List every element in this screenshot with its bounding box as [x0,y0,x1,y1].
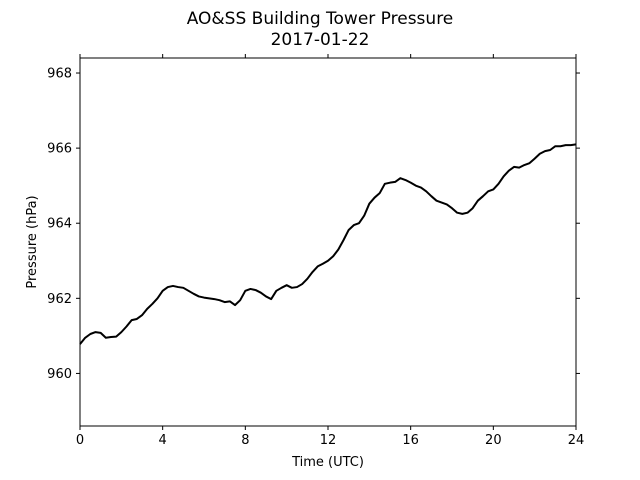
x-tick-label: 0 [76,433,84,448]
y-tick-label: 964 [47,217,72,232]
x-tick-label: 12 [320,433,337,448]
chart-subtitle: 2017-01-22 [271,30,370,50]
x-tick-label: 24 [568,433,585,448]
pressure-series-line [79,143,577,345]
axis-ticks [76,54,580,430]
y-axis-label: Pressure (hPa) [25,195,40,288]
y-tick-label: 966 [47,142,72,157]
y-tick-label: 968 [47,67,72,82]
tick-labels: 0 4 8 12 16 20 24 960 962 964 966 968 [47,67,584,448]
y-tick-label: 962 [47,292,72,307]
x-tick-label: 8 [241,433,249,448]
chart-title: AO&SS Building Tower Pressure [187,9,454,29]
plot-frame [79,57,577,427]
x-tick-label: 16 [402,433,419,448]
x-axis-label: Time (UTC) [291,455,364,470]
x-tick-label: 4 [159,433,167,448]
x-tick-label: 20 [485,433,502,448]
y-tick-label: 960 [47,367,72,382]
